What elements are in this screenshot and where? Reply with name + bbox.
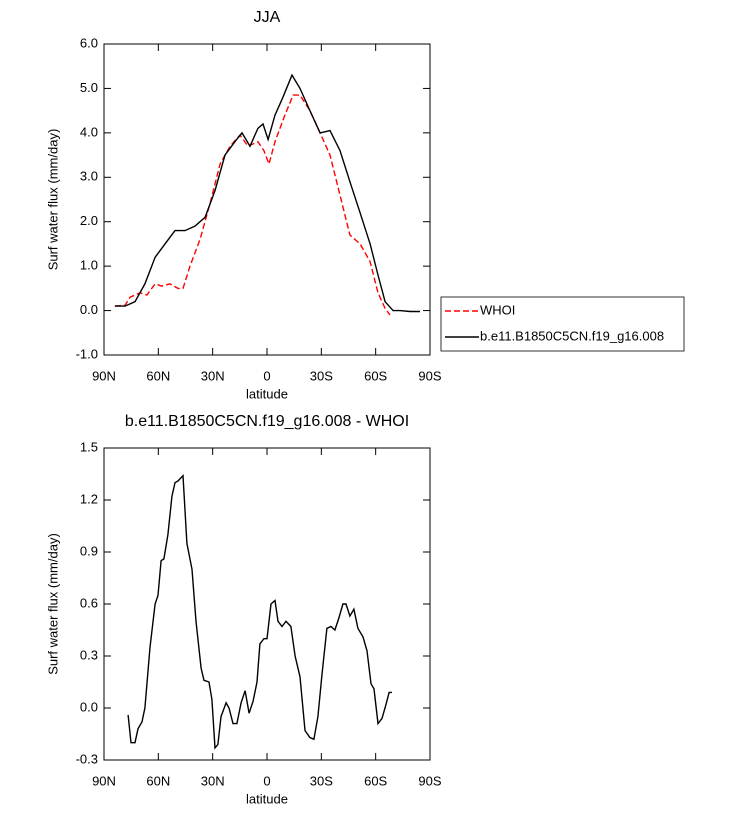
- chart-title: b.e11.B1850C5CN.f19_g16.008 - WHOI: [125, 413, 409, 430]
- y-tick-label: 6.0: [80, 35, 98, 50]
- legend-label: b.e11.B1850C5CN.f19_g16.008: [480, 328, 664, 343]
- x-tick-label: 90N: [92, 773, 116, 788]
- x-tick-label: 90N: [92, 368, 116, 383]
- y-tick-label: 1.5: [80, 439, 98, 454]
- plot-frame: [103, 447, 431, 761]
- x-tick-label: 0: [263, 773, 270, 788]
- x-axis-label: latitude: [246, 791, 288, 806]
- x-tick-label: 30N: [201, 773, 225, 788]
- x-tick-label: 30N: [201, 368, 225, 383]
- y-tick-label: 4.0: [80, 124, 98, 139]
- y-axis-label: Surf water flux (mm/day): [45, 129, 60, 271]
- y-tick-label: -1.0: [76, 346, 98, 361]
- x-tick-label: 30S: [310, 773, 333, 788]
- legend-label: WHOI: [480, 302, 515, 317]
- y-tick-label: 0.0: [80, 302, 98, 317]
- x-tick-label: 90S: [418, 368, 441, 383]
- series-line: [127, 474, 392, 750]
- x-tick-label: 60N: [146, 368, 170, 383]
- y-tick-label: -0.3: [76, 751, 98, 766]
- legend-box: [440, 296, 685, 352]
- x-tick-label: 60S: [364, 368, 387, 383]
- y-tick-label: 1.0: [80, 258, 98, 273]
- y-axis-label: Surf water flux (mm/day): [45, 533, 60, 675]
- y-tick-label: 2.0: [80, 213, 98, 228]
- series-line: [114, 73, 420, 313]
- x-tick-label: 90S: [418, 773, 441, 788]
- x-tick-label: 60N: [146, 773, 170, 788]
- x-tick-label: 30S: [310, 368, 333, 383]
- y-tick-label: 5.0: [80, 80, 98, 95]
- y-tick-label: 0.6: [80, 595, 98, 610]
- y-tick-label: 1.2: [80, 491, 98, 506]
- y-tick-label: 0.9: [80, 543, 98, 558]
- x-axis-label: latitude: [246, 386, 288, 401]
- chart-title: JJA: [254, 9, 281, 26]
- y-tick-label: 0.0: [80, 699, 98, 714]
- x-tick-label: 0: [263, 368, 270, 383]
- plot-frame: [103, 43, 431, 356]
- y-tick-label: 0.3: [80, 647, 98, 662]
- series-line: [114, 94, 391, 316]
- x-tick-label: 60S: [364, 773, 387, 788]
- y-tick-label: 3.0: [80, 169, 98, 184]
